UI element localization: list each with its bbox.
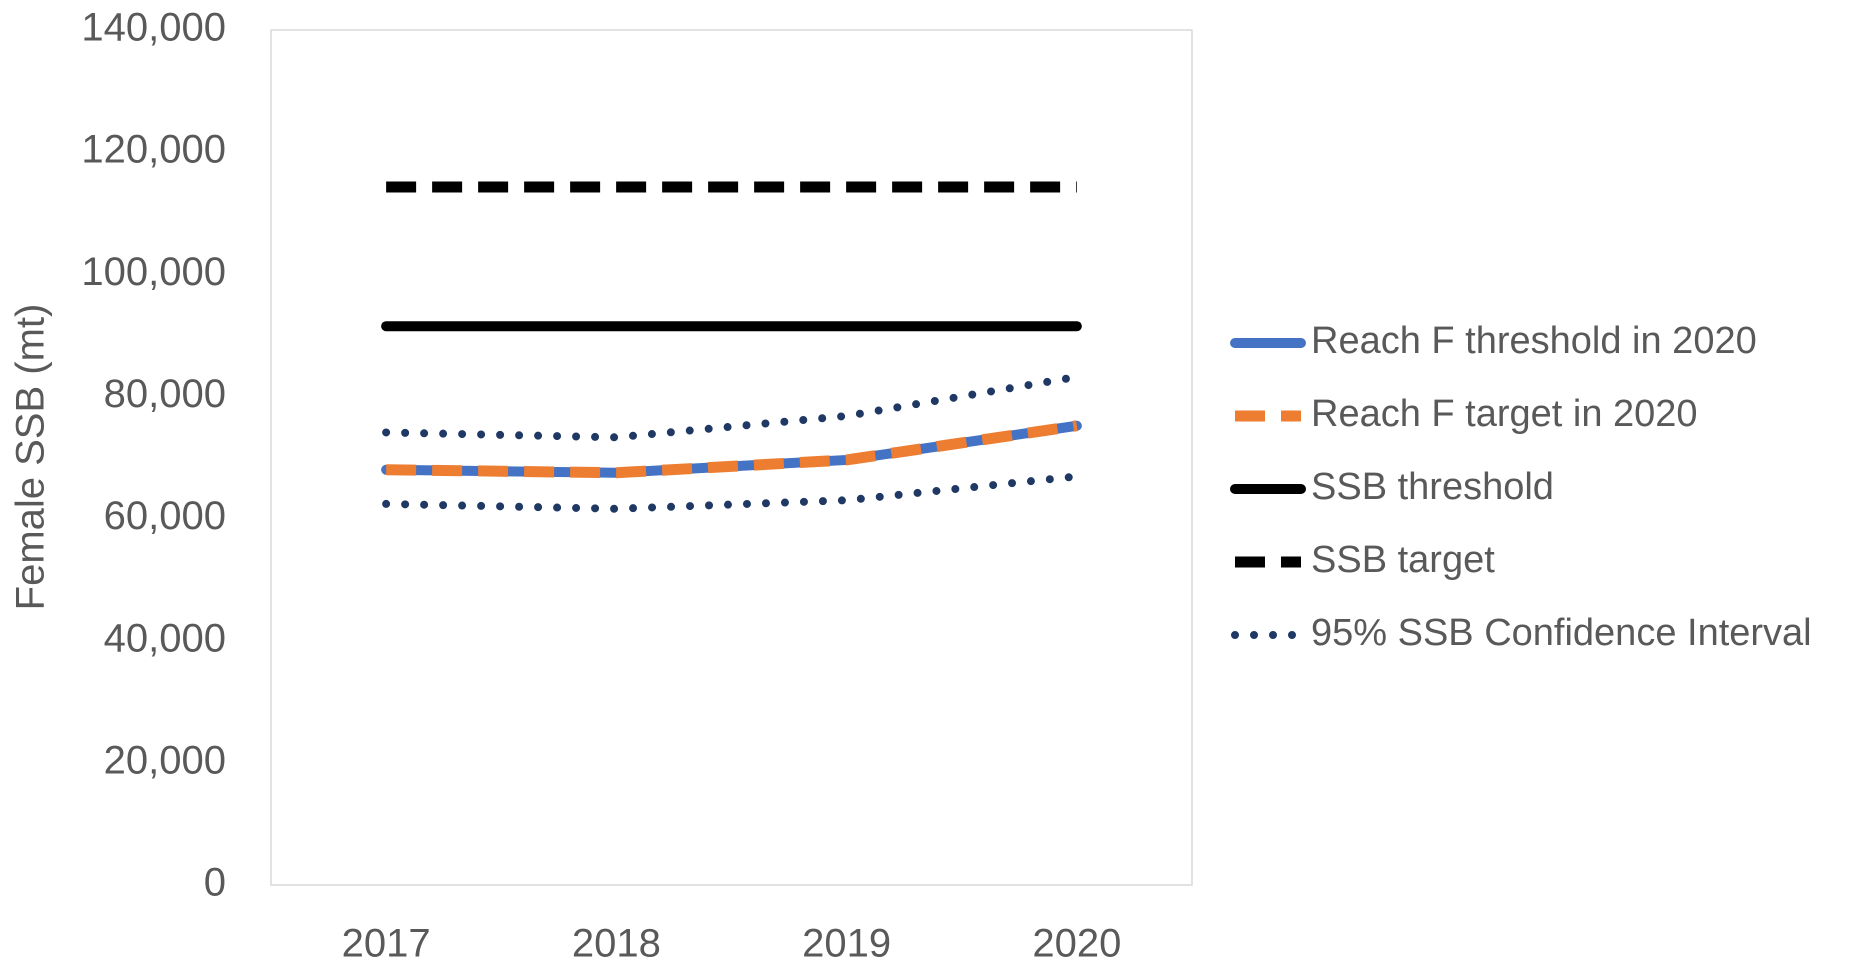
- x-tick-label: 2017: [342, 922, 431, 966]
- legend-label: Reach F target in 2020: [1311, 393, 1698, 435]
- y-tick-label: 0: [204, 861, 226, 905]
- y-tick-label: 120,000: [81, 128, 226, 172]
- legend-label: SSB target: [1311, 539, 1495, 581]
- x-tick-label: 2018: [572, 922, 661, 966]
- series-line: [382, 372, 1081, 442]
- y-tick-label: 20,000: [104, 738, 226, 782]
- y-axis-title: Female SSB (mt): [9, 304, 53, 611]
- x-tick-label: 2020: [1032, 922, 1121, 966]
- y-tick-label: 80,000: [104, 372, 226, 416]
- legend-label: SSB threshold: [1311, 466, 1554, 508]
- y-tick-label: 60,000: [104, 494, 226, 538]
- series-line: [382, 472, 1081, 513]
- x-tick-label: 2019: [802, 922, 891, 966]
- y-tick-label: 100,000: [81, 250, 226, 294]
- legend-label: Reach F threshold in 2020: [1311, 320, 1757, 362]
- y-tick-label: 40,000: [104, 616, 226, 660]
- plot-area: [270, 29, 1193, 886]
- series-line: [386, 420, 1078, 479]
- legend-label: 95% SSB Confidence Interval: [1311, 612, 1812, 654]
- y-tick-label: 140,000: [81, 6, 226, 50]
